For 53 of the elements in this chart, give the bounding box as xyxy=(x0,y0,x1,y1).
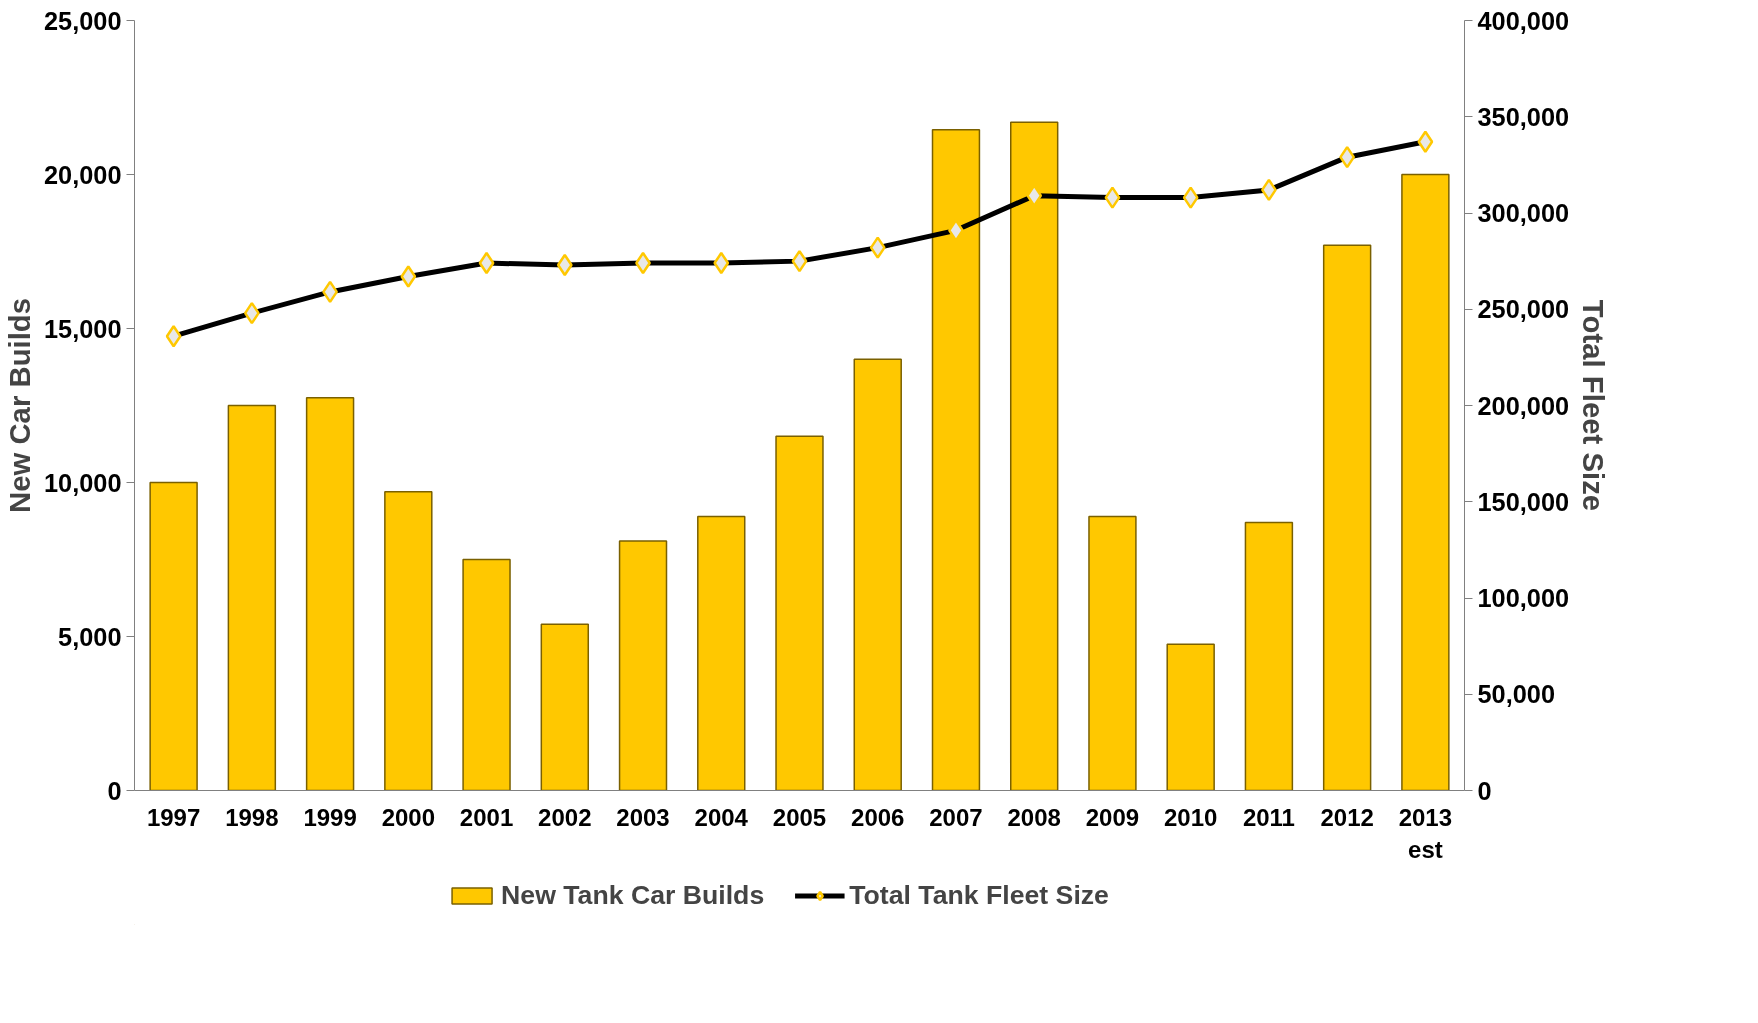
bar xyxy=(931,129,981,791)
y-tick-label: 5,000 xyxy=(58,622,122,651)
legend-label: Total Tank Fleet Size xyxy=(849,879,1109,911)
y-tick-label: 10,000 xyxy=(44,468,122,497)
bar xyxy=(775,435,824,791)
bar xyxy=(1244,521,1294,791)
y-tick-label: 25,000 xyxy=(44,6,122,35)
y-tick-label: 0 xyxy=(107,776,122,805)
bar xyxy=(227,404,277,791)
bar xyxy=(462,558,511,791)
y2-tick-label: 350,000 xyxy=(1477,102,1570,131)
bar xyxy=(697,515,746,791)
x-tick-label: 2007 xyxy=(929,803,983,831)
bar xyxy=(1401,173,1450,791)
bar xyxy=(1166,643,1215,791)
x-tick-label: 2010 xyxy=(1163,803,1218,831)
y2-tick-label: 50,000 xyxy=(1477,680,1555,709)
x-tick-label: 1997 xyxy=(146,803,201,831)
x-tick-label: 2009 xyxy=(1085,803,1140,831)
x-tick-label: 2011 xyxy=(1242,803,1295,831)
bar xyxy=(149,481,198,791)
x-tick-label: 2000 xyxy=(381,803,436,831)
bar xyxy=(618,540,668,791)
bar xyxy=(384,490,433,791)
x-tick-label: 2001 xyxy=(459,803,514,831)
x-tick-label: 2002 xyxy=(538,803,592,831)
y2-tick-label: 300,000 xyxy=(1477,199,1570,227)
y2-axis-title: Total Fleet Size xyxy=(1577,299,1611,512)
x-tick-label: 2008 xyxy=(1007,803,1061,831)
x-tick-label: 2004 xyxy=(694,803,749,831)
bar xyxy=(305,397,355,791)
bar xyxy=(853,358,902,791)
bar xyxy=(1322,244,1372,791)
y-axis-title: New Car Builds xyxy=(3,297,37,514)
legend-label: New Tank Car Builds xyxy=(501,879,765,911)
y-tick-label: 20,000 xyxy=(44,160,122,189)
x-tick-label: 1998 xyxy=(225,803,279,831)
x-tick-label: 1999 xyxy=(303,803,357,831)
y2-tick-label: 0 xyxy=(1477,776,1492,805)
bar xyxy=(1009,121,1059,791)
x-tick-label: 2012 xyxy=(1320,803,1374,831)
x-tick-label: 2006 xyxy=(851,803,905,831)
y2-tick-label: 250,000 xyxy=(1477,295,1570,324)
y2-tick-label: 100,000 xyxy=(1477,584,1570,612)
bar xyxy=(540,623,590,791)
y-tick-label: 15,000 xyxy=(44,314,122,343)
y2-tick-label: 400,000 xyxy=(1477,6,1570,35)
y2-tick-label: 150,000 xyxy=(1477,487,1570,516)
bar xyxy=(1088,515,1137,791)
x-tick-label: 2005 xyxy=(772,803,827,831)
x-tick-label: 2003 xyxy=(616,803,670,831)
y2-tick-label: 200,000 xyxy=(1477,391,1570,420)
x-tick-label: 2013 est xyxy=(1398,803,1453,863)
